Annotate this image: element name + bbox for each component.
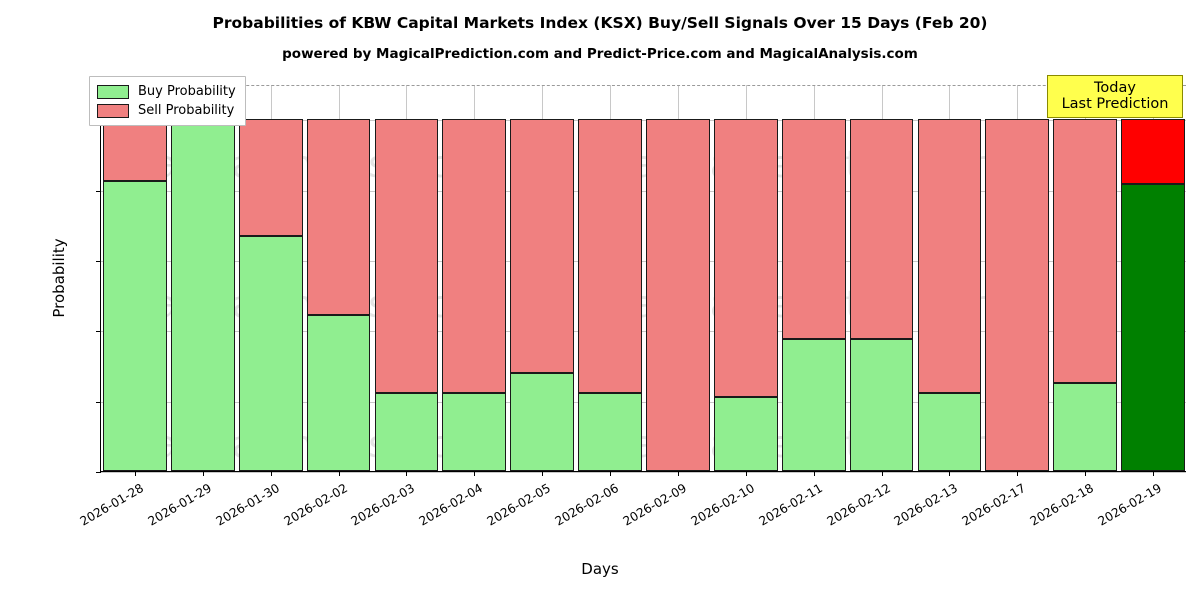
bar-segment-buy — [578, 392, 642, 471]
x-tick-mark — [542, 471, 544, 476]
bar-column — [646, 84, 710, 471]
bar-segment-sell — [1053, 119, 1118, 384]
bar-column — [849, 84, 914, 471]
x-tick-mark — [1085, 471, 1087, 476]
y-gridline — [101, 120, 1186, 122]
bar-column — [917, 84, 982, 471]
y-tick-mark — [96, 331, 101, 333]
x-tick-mark — [270, 471, 272, 476]
bar-column — [713, 84, 778, 471]
x-tick-mark — [745, 471, 747, 476]
bar-column — [238, 84, 303, 471]
bar-column — [578, 84, 642, 471]
bar-segment-buy — [374, 392, 439, 471]
chart-title: Probabilities of KBW Capital Markets Ind… — [212, 14, 988, 32]
bar-column — [781, 84, 846, 471]
y-tick-mark — [96, 472, 101, 473]
legend-label-sell: Sell Probability — [138, 103, 235, 118]
bar-segment-sell — [917, 119, 982, 393]
bar-segment-sell — [374, 119, 439, 393]
x-tick-mark — [881, 471, 883, 476]
y-tick-mark — [96, 190, 101, 192]
bar-segment-buy — [849, 339, 914, 471]
today-label-line2: Last Prediction — [1061, 96, 1169, 113]
y-gridline — [101, 472, 1186, 473]
y-axis-label: Probability — [50, 238, 68, 318]
x-tick-mark — [1017, 471, 1019, 476]
bar-column — [1053, 84, 1118, 471]
bar-column — [510, 84, 575, 471]
y-tick-mark — [96, 401, 101, 403]
bar-segment-buy — [1053, 383, 1118, 471]
x-tick-mark — [949, 471, 951, 476]
plot-area: MagicalAnalysis.comMagicaPrediction.comM… — [50, 85, 1186, 529]
y-gridline — [101, 331, 1186, 333]
bar-column — [985, 84, 1050, 471]
bar-segment-buy — [781, 339, 846, 471]
y-gridline — [101, 190, 1186, 192]
x-tick-mark — [406, 471, 408, 476]
bar-column — [103, 84, 167, 471]
x-axis-label: Days — [581, 560, 619, 578]
today-annotation: Today Last Prediction — [1047, 75, 1183, 119]
y-gridline — [101, 260, 1186, 262]
bar-segment-buy-today — [1121, 184, 1185, 471]
reference-dashed-line — [101, 85, 1186, 86]
bar-segment-sell — [510, 119, 575, 373]
bar-segment-buy — [713, 397, 778, 471]
bar-segment-sell — [578, 119, 642, 393]
x-tick-mark — [813, 471, 815, 476]
bar-segment-sell — [306, 119, 371, 315]
bar-column — [442, 84, 507, 471]
y-tick-mark — [96, 260, 101, 262]
bar-series-layer — [101, 85, 1186, 471]
today-label-line1: Today — [1094, 80, 1136, 96]
bar-segment-buy — [103, 181, 167, 471]
x-tick-mark — [1153, 471, 1155, 476]
x-tick-mark — [474, 471, 476, 476]
legend-swatch-sell — [97, 103, 129, 118]
x-tick-mark — [134, 471, 136, 476]
chart-legend: Buy Probability Sell Probability — [89, 76, 246, 126]
legend-label-buy: Buy Probability — [138, 84, 236, 99]
legend-item-buy: Buy Probability — [97, 82, 236, 101]
legend-swatch-buy — [97, 84, 129, 99]
bar-segment-sell — [713, 119, 778, 398]
bar-segment-buy — [306, 314, 371, 471]
chart-subtitle: powered by MagicalPrediction.com and Pre… — [282, 46, 918, 62]
x-tick-mark — [677, 471, 679, 476]
legend-item-sell: Sell Probability — [97, 101, 236, 120]
bar-segment-sell — [238, 119, 303, 237]
bar-segment-buy — [917, 392, 982, 471]
bar-segment-sell-today — [1121, 119, 1185, 185]
bar-column — [306, 84, 371, 471]
bar-segment-buy — [170, 119, 235, 471]
bar-segment-buy — [510, 372, 575, 471]
x-tick-mark — [202, 471, 204, 476]
bar-segment-sell — [781, 119, 846, 340]
bar-segment-buy — [442, 392, 507, 471]
bar-segment-sell — [849, 119, 914, 340]
bar-segment-sell — [985, 119, 1050, 471]
x-tick-mark — [338, 471, 340, 476]
bar-segment-buy — [238, 236, 303, 471]
bar-segment-sell — [103, 119, 167, 182]
bar-column — [374, 84, 439, 471]
x-tick-mark — [610, 471, 612, 476]
y-gridline — [101, 401, 1186, 403]
bar-segment-sell — [442, 119, 507, 393]
bar-column — [170, 84, 235, 471]
bar-column — [1121, 84, 1185, 471]
bar-segment-sell — [646, 119, 710, 471]
